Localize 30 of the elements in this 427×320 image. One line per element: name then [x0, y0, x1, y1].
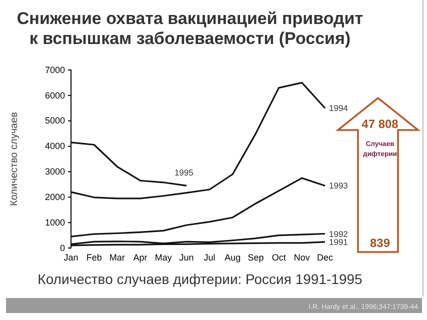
- series-label: 1995: [174, 168, 194, 178]
- x-tick-label: Feb: [86, 252, 102, 262]
- y-axis-title: Количество случаев: [9, 112, 20, 206]
- x-tick-label: May: [154, 252, 172, 262]
- x-tick-label: Dec: [316, 252, 334, 262]
- series-label: 1993: [329, 180, 348, 191]
- x-tick-label: Jan: [64, 252, 78, 262]
- text: 47 808: [362, 117, 399, 131]
- series-label: 1994: [329, 103, 348, 114]
- text: Количество случаев дифтерии: Россия 1991-1995: [38, 271, 363, 287]
- y-tick-label: 3000: [44, 166, 65, 177]
- x-tick-label: Aug: [224, 252, 241, 262]
- y-tick-label: 1000: [44, 217, 65, 228]
- y-tick-label: 7000: [44, 64, 65, 75]
- y-tick-label: 0: [60, 242, 65, 253]
- chart-title: Снижение охвата вакцинацией приводит к вспышкам заболеваемости (Россия): [16, 9, 364, 48]
- series-label: 1992: [329, 228, 348, 239]
- x-tick-label: Sep: [248, 252, 264, 262]
- x-tick-label: Jul: [204, 252, 216, 262]
- x-tick-label: Nov: [294, 252, 310, 262]
- x-tick-label: Oct: [272, 252, 286, 262]
- y-tick-label: 6000: [44, 90, 65, 100]
- text: 839: [370, 236, 390, 250]
- x-tick-label: Mar: [109, 252, 125, 262]
- y-tick-label: 5000: [44, 116, 65, 126]
- series-label: 1991: [329, 236, 348, 247]
- x-tick-label: Jun: [179, 252, 194, 262]
- x-tick-label: Apr: [133, 252, 148, 262]
- y-tick-label: 4000: [44, 141, 65, 152]
- y-tick-label: 2000: [44, 192, 65, 202]
